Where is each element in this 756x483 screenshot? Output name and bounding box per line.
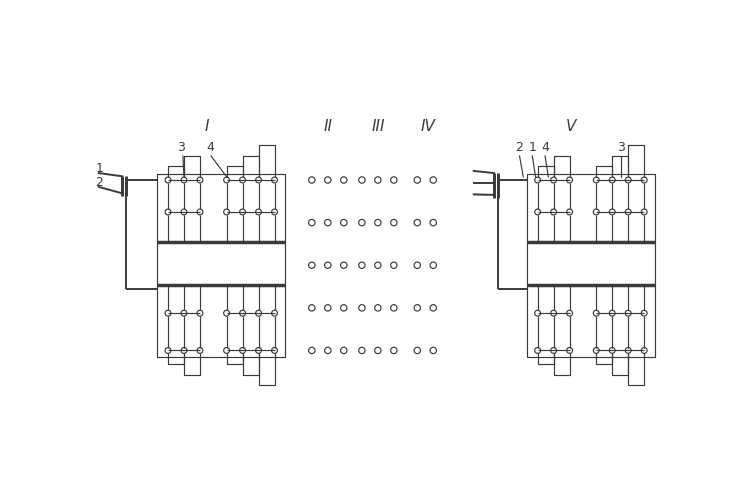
- Text: I: I: [204, 119, 209, 134]
- Text: 2: 2: [516, 141, 523, 154]
- Text: 1: 1: [95, 162, 104, 175]
- Text: 4: 4: [541, 141, 549, 154]
- Text: 1: 1: [528, 141, 536, 154]
- Text: 4: 4: [206, 141, 214, 154]
- Text: IV: IV: [420, 119, 435, 134]
- Text: II: II: [324, 119, 333, 134]
- Text: 3: 3: [178, 141, 185, 154]
- Text: 2: 2: [95, 176, 104, 189]
- Text: V: V: [566, 119, 576, 134]
- Text: III: III: [371, 119, 385, 134]
- Text: 3: 3: [617, 141, 624, 154]
